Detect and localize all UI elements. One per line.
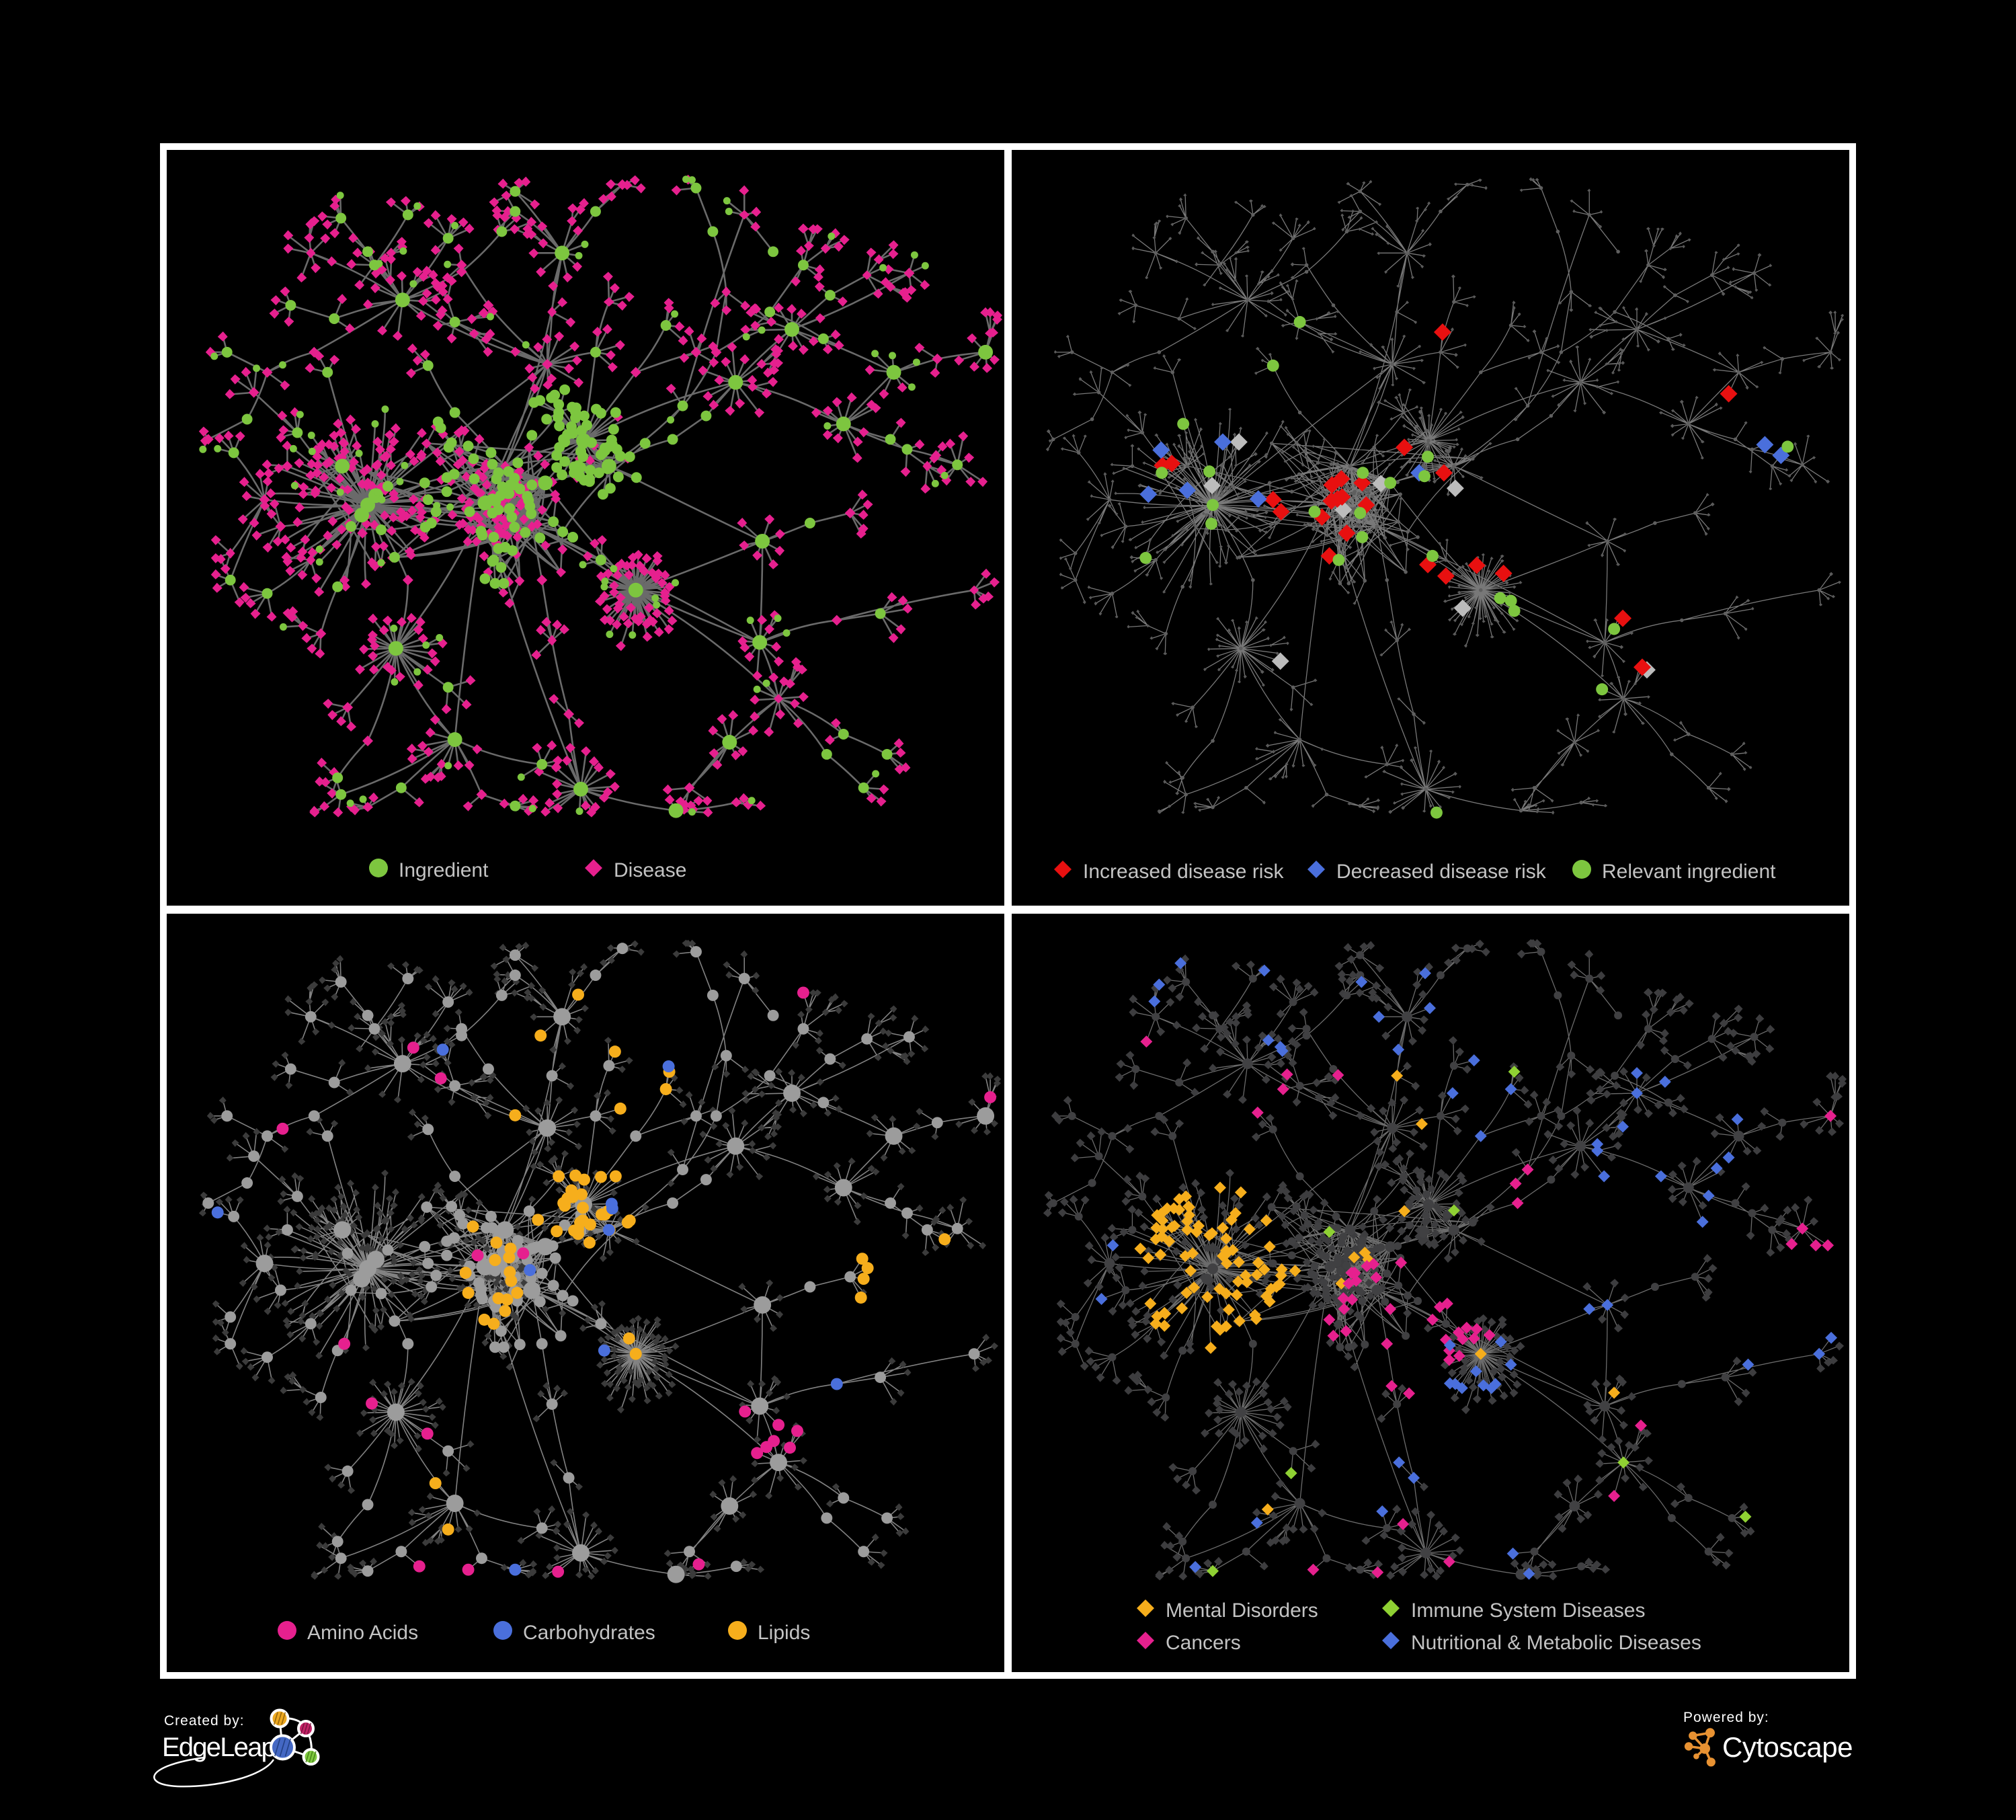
svg-text:EdgeLeap: EdgeLeap — [162, 1733, 276, 1762]
svg-text:Nutritional & Metabolic Diseas: Nutritional & Metabolic Diseases — [1411, 1632, 1701, 1654]
svg-text:Created by:: Created by: — [164, 1713, 245, 1729]
svg-text:Cancers: Cancers — [1166, 1632, 1241, 1654]
svg-text:Relevant ingredient: Relevant ingredient — [1602, 861, 1776, 883]
svg-text:Cytoscape: Cytoscape — [1722, 1731, 1853, 1763]
svg-text:Ingredient: Ingredient — [399, 859, 489, 881]
svg-text:Decreased disease risk: Decreased disease risk — [1336, 861, 1547, 883]
svg-text:Powered by:: Powered by: — [1683, 1710, 1769, 1725]
svg-text:Disease: Disease — [614, 859, 686, 881]
svg-text:Immune System Diseases: Immune System Diseases — [1411, 1599, 1645, 1622]
svg-text:Lipids: Lipids — [758, 1622, 810, 1644]
svg-text:Mental Disorders: Mental Disorders — [1166, 1599, 1318, 1622]
svg-text:Amino Acids: Amino Acids — [307, 1622, 418, 1644]
svg-text:Carbohydrates: Carbohydrates — [523, 1622, 655, 1644]
svg-text:Increased disease risk: Increased disease risk — [1083, 861, 1284, 883]
